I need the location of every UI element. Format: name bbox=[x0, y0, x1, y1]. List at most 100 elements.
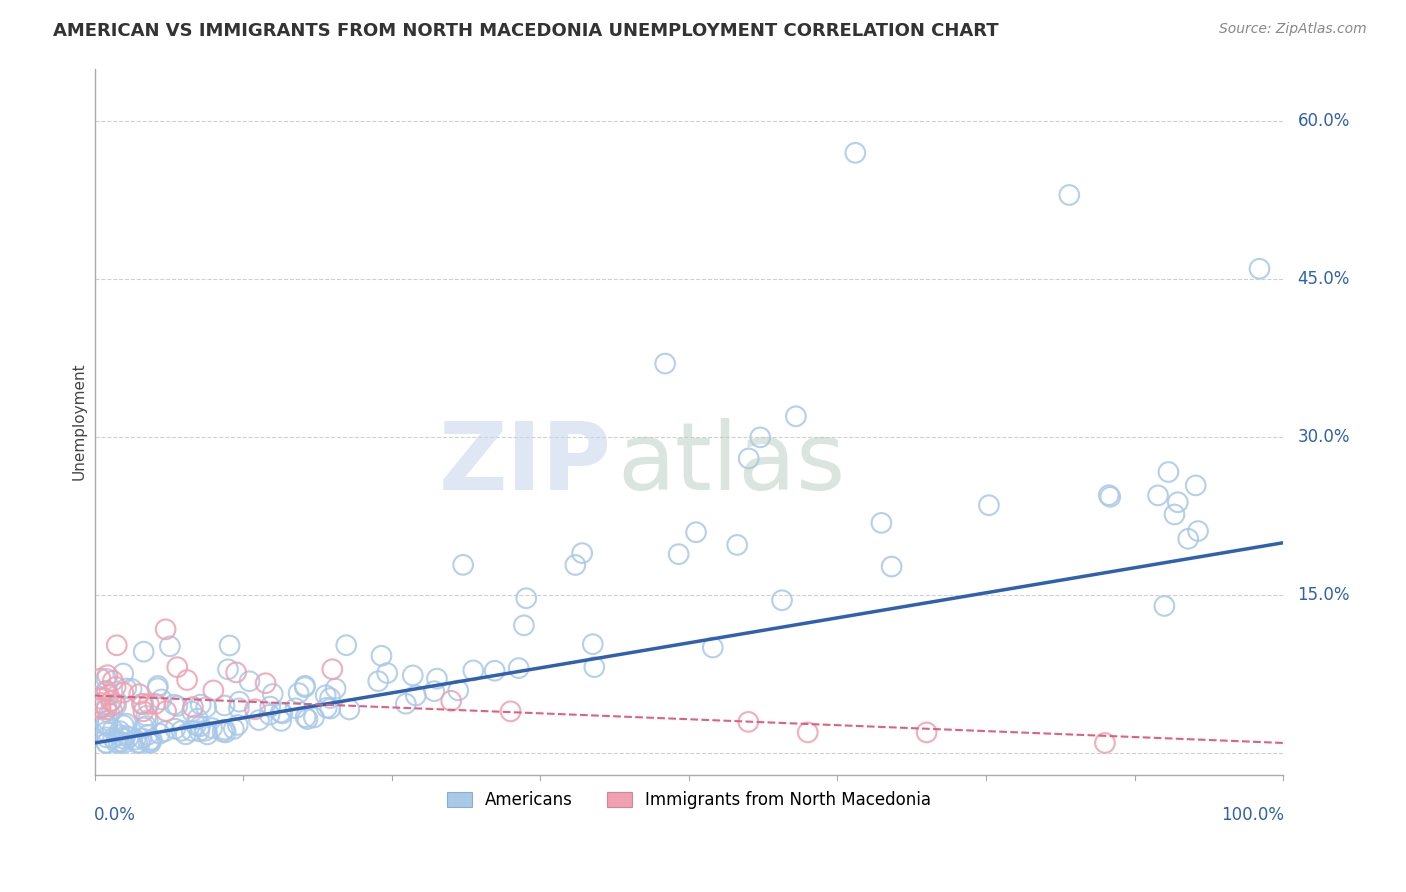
Text: 15.0%: 15.0% bbox=[1298, 586, 1350, 605]
Point bbox=[101, 673, 124, 688]
Point bbox=[104, 680, 127, 694]
Point bbox=[138, 735, 160, 749]
Point bbox=[163, 698, 186, 712]
Point bbox=[96, 718, 118, 732]
Point bbox=[139, 733, 162, 747]
Point bbox=[108, 724, 131, 739]
Point bbox=[1163, 508, 1185, 522]
Point bbox=[105, 638, 128, 652]
Point bbox=[654, 357, 676, 371]
Point bbox=[370, 648, 392, 663]
Point bbox=[96, 736, 118, 750]
Point bbox=[870, 516, 893, 530]
Point bbox=[149, 727, 172, 741]
Point bbox=[89, 696, 111, 710]
Point bbox=[1094, 736, 1116, 750]
Point bbox=[131, 697, 153, 711]
Point bbox=[315, 700, 337, 714]
Point bbox=[287, 686, 309, 700]
Point bbox=[145, 697, 167, 711]
Point bbox=[222, 722, 245, 736]
Point bbox=[96, 699, 118, 714]
Point bbox=[132, 721, 155, 735]
Point bbox=[115, 716, 138, 731]
Point bbox=[124, 732, 146, 747]
Point bbox=[880, 559, 903, 574]
Point bbox=[127, 736, 149, 750]
Point bbox=[571, 546, 593, 560]
Point bbox=[270, 714, 292, 728]
Point bbox=[259, 699, 281, 714]
Point bbox=[96, 736, 118, 750]
Point bbox=[583, 660, 606, 674]
Point bbox=[749, 430, 772, 444]
Point bbox=[844, 145, 866, 160]
Point bbox=[89, 691, 111, 706]
Point bbox=[112, 731, 135, 746]
Point bbox=[770, 593, 793, 607]
Text: 0.0%: 0.0% bbox=[93, 806, 135, 824]
Point bbox=[440, 694, 463, 708]
Point bbox=[499, 704, 522, 718]
Point bbox=[98, 706, 121, 721]
Point bbox=[214, 723, 236, 737]
Point bbox=[463, 664, 485, 678]
Point bbox=[426, 672, 449, 686]
Point bbox=[254, 676, 277, 690]
Point bbox=[96, 668, 118, 682]
Point bbox=[1098, 488, 1121, 502]
Point bbox=[112, 736, 135, 750]
Point bbox=[1187, 524, 1209, 538]
Point bbox=[1157, 465, 1180, 479]
Point bbox=[135, 709, 157, 723]
Point bbox=[138, 697, 160, 711]
Point bbox=[335, 638, 357, 652]
Point bbox=[112, 718, 135, 732]
Point bbox=[215, 725, 238, 739]
Point bbox=[211, 724, 233, 739]
Point bbox=[136, 728, 159, 742]
Point bbox=[166, 698, 188, 713]
Point bbox=[685, 525, 707, 540]
Point bbox=[141, 732, 163, 747]
Point bbox=[1059, 188, 1081, 202]
Point bbox=[582, 637, 605, 651]
Point bbox=[104, 697, 127, 711]
Point bbox=[121, 681, 143, 696]
Point bbox=[319, 701, 342, 715]
Point bbox=[170, 723, 193, 738]
Point bbox=[112, 685, 135, 699]
Point bbox=[302, 710, 325, 724]
Point bbox=[135, 719, 157, 733]
Text: 100.0%: 100.0% bbox=[1222, 806, 1285, 824]
Point bbox=[1184, 478, 1206, 492]
Point bbox=[110, 735, 132, 749]
Point bbox=[214, 698, 236, 713]
Point bbox=[294, 710, 316, 724]
Point bbox=[132, 697, 155, 711]
Point bbox=[96, 702, 118, 716]
Point bbox=[405, 689, 427, 703]
Point bbox=[195, 700, 218, 714]
Point bbox=[166, 660, 188, 674]
Point bbox=[247, 713, 270, 727]
Point bbox=[315, 688, 337, 702]
Point bbox=[1099, 490, 1122, 504]
Text: Source: ZipAtlas.com: Source: ZipAtlas.com bbox=[1219, 22, 1367, 37]
Point bbox=[190, 698, 212, 712]
Point bbox=[96, 684, 118, 698]
Point bbox=[188, 719, 211, 733]
Point bbox=[423, 684, 446, 698]
Point bbox=[1177, 532, 1199, 546]
Point bbox=[132, 704, 155, 718]
Point bbox=[1153, 599, 1175, 613]
Point bbox=[262, 687, 284, 701]
Point bbox=[447, 683, 470, 698]
Point bbox=[105, 735, 128, 749]
Point bbox=[96, 672, 118, 686]
Point bbox=[977, 498, 1000, 512]
Point bbox=[1249, 261, 1271, 276]
Point bbox=[508, 661, 530, 675]
Point bbox=[188, 724, 211, 739]
Point bbox=[228, 695, 250, 709]
